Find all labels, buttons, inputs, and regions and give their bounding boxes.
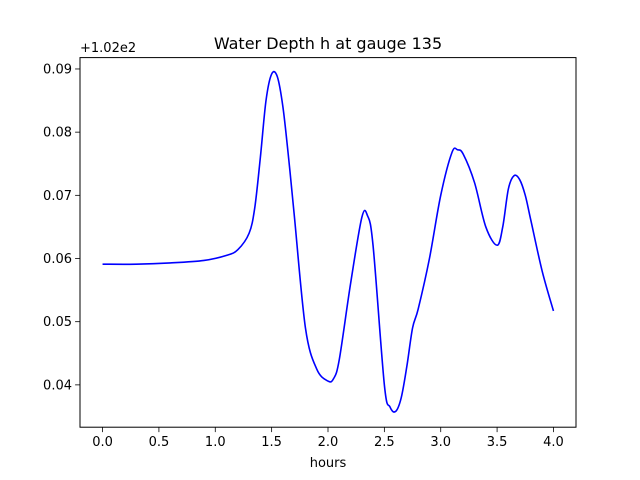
x-tick-label: 1.5 (261, 435, 282, 450)
y-axis: 0.04 0.05 0.06 0.07 0.08 0.09 (43, 62, 80, 393)
x-axis: 0.0 0.5 1.0 1.5 2.0 2.5 3.0 3.5 4.0 (92, 427, 564, 450)
x-tick-label: 0.0 (92, 435, 113, 450)
y-tick-label: 0.07 (43, 189, 72, 204)
x-tick-label: 3.5 (487, 435, 508, 450)
x-axis-label: hours (310, 456, 347, 471)
x-tick-label: 3.0 (430, 435, 451, 450)
x-tick-label: 1.0 (205, 435, 226, 450)
y-tick-label: 0.09 (43, 62, 72, 77)
x-tick-label: 2.0 (318, 435, 339, 450)
x-tick-label: 0.5 (149, 435, 170, 450)
chart-title: Water Depth h at gauge 135 (214, 34, 442, 53)
y-tick-label: 0.04 (43, 378, 72, 393)
y-tick-label: 0.06 (43, 252, 72, 267)
plot-area (102, 70, 555, 413)
series-line (102, 70, 555, 413)
y-offset-label: +1.02e2 (80, 41, 136, 56)
y-tick-label: 0.05 (43, 315, 72, 330)
x-tick-label: 2.5 (374, 435, 395, 450)
y-tick-label: 0.08 (43, 126, 72, 141)
x-tick-label: 4.0 (543, 435, 564, 450)
